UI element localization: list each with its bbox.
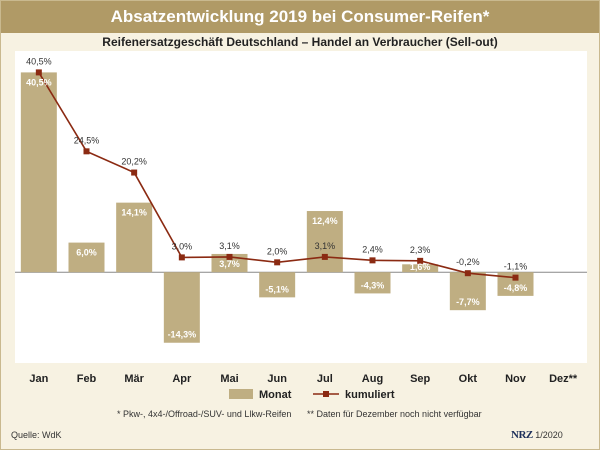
bar-label: -4,3% [361,280,385,290]
source-note: Quelle: WdK [11,430,62,440]
x-tick-label: Jan [29,373,48,385]
x-tick-label: Mär [124,373,144,385]
x-tick-label: Dez** [549,373,578,385]
bar-label: -4,8% [504,283,528,293]
cumulative-point [274,259,281,266]
legend-bar-swatch [229,389,253,399]
bar-nov [497,272,534,296]
cumulative-label: 2,4% [362,244,383,254]
bar-label: 14,1% [121,208,147,218]
cumulative-point [321,253,328,260]
bar-label: 12,4% [312,216,338,226]
cumulative-label: 24,5% [74,135,100,145]
x-tick-label: Jun [267,373,287,385]
cumulative-point [464,270,471,277]
cumulative-label: 20,2% [121,157,147,167]
cumulative-label: 2,3% [410,245,431,255]
bar-label: 3,7% [219,259,240,269]
bar-jan [20,72,57,273]
publish-date: 1/2020 [535,430,563,440]
footnote-tires: * Pkw-, 4x4-/Offroad-/SUV- und Llkw-Reif… [117,409,292,419]
x-tick-label: Sep [410,373,430,385]
bar-label: -7,7% [456,297,480,307]
cumulative-label: 40,5% [26,56,52,66]
cumulative-point [35,69,42,76]
footnote-december: ** Daten für Dezember noch nicht verfügb… [307,409,482,419]
bar-label: 1,6% [410,262,431,272]
cumulative-point [369,257,376,264]
x-tick-label: Apr [172,373,192,385]
x-tick-label: Nov [505,373,527,385]
legend-line-marker [323,391,329,397]
legend-label: Monat [259,389,292,401]
bar-sep [402,264,439,273]
bar-mr [116,202,153,273]
publisher-brand: NRZ 1/2020 [511,429,563,441]
bar-jun [259,272,296,298]
bar-label: -14,3% [168,330,197,340]
cumulative-point [417,257,424,264]
cumulative-point [131,169,138,176]
cumulative-label: 3,1% [219,241,240,251]
cumulative-label: 3,1% [315,241,336,251]
cumulative-point [178,254,185,261]
bar-feb [68,242,105,273]
legend-label: kumuliert [345,389,395,401]
cumulative-label: -1,1% [504,262,528,272]
cumulative-label: 3,0% [172,241,193,251]
x-tick-label: Jul [317,373,333,385]
chart-title: Absatzentwicklung 2019 bei Consumer-Reif… [1,1,599,33]
bar-apr [163,272,200,343]
x-tick-label: Okt [459,373,478,385]
cumulative-point [512,274,519,281]
x-tick-label: Aug [362,373,383,385]
cumulative-point [83,148,90,155]
cumulative-label: -0,2% [456,257,480,267]
cumulative-label: 2,0% [267,246,288,256]
chart-subtitle: Reifenersatzgeschäft Deutschland – Hande… [102,35,498,49]
bar-label: 40,5% [26,77,52,87]
cumulative-point [226,253,233,260]
x-tick-label: Feb [77,373,97,385]
bar-aug [354,272,391,294]
bar-okt [449,272,486,311]
brand-logo: NRZ [511,429,533,441]
plot-area [15,51,587,363]
chart-canvas: 40,5% 6,0% 14,1% -14,3% 3,7% -5,1% 12,4% -4,3% 1… [15,51,587,401]
bar-jul [306,211,343,273]
bar-label: 6,0% [76,248,97,258]
x-tick-label: Mai [220,373,238,385]
bar-label: -5,1% [265,284,289,294]
